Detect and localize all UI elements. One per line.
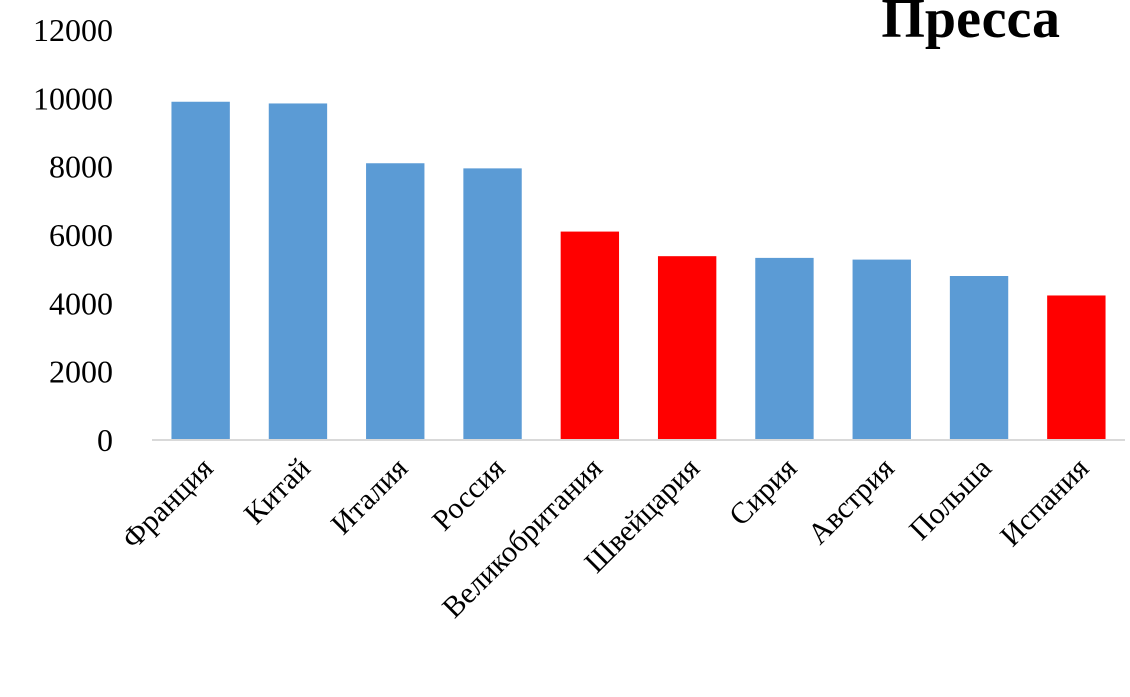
bar (560, 231, 620, 440)
x-tick-label: Австрия (801, 451, 900, 550)
y-tick-label: 0 (97, 422, 113, 458)
y-tick-label: 10000 (33, 80, 113, 116)
x-tick-label: Франция (116, 451, 220, 555)
x-tick-label: Испания (994, 451, 1095, 552)
bar (171, 101, 230, 440)
bar (657, 256, 717, 440)
y-tick-label: 8000 (49, 149, 113, 185)
bar (463, 168, 522, 440)
y-tick-label: 6000 (49, 217, 113, 253)
x-tick-label: Сирия (723, 451, 804, 532)
bar (949, 276, 1009, 440)
chart-title: Пресса (881, 0, 1060, 50)
bar (1047, 295, 1106, 440)
x-axis-labels: Франция Китай Италия РоссияВеликобританияШв… (116, 451, 1096, 624)
x-tick-label: Польша (903, 452, 998, 547)
bar (755, 257, 814, 440)
x-tick-label: Италия (325, 451, 415, 541)
y-axis-ticks: 0 2000 4000 6000 8000 10000 12000 (33, 12, 113, 458)
bar (852, 259, 911, 440)
x-tick-label: Китай (238, 452, 317, 531)
bar (366, 163, 425, 440)
y-tick-label: 2000 (49, 354, 113, 390)
bars (171, 101, 1106, 440)
bar (268, 103, 328, 440)
x-tick-label: Россия (426, 451, 512, 537)
y-tick-label: 4000 (49, 285, 113, 321)
y-tick-label: 12000 (33, 12, 113, 48)
